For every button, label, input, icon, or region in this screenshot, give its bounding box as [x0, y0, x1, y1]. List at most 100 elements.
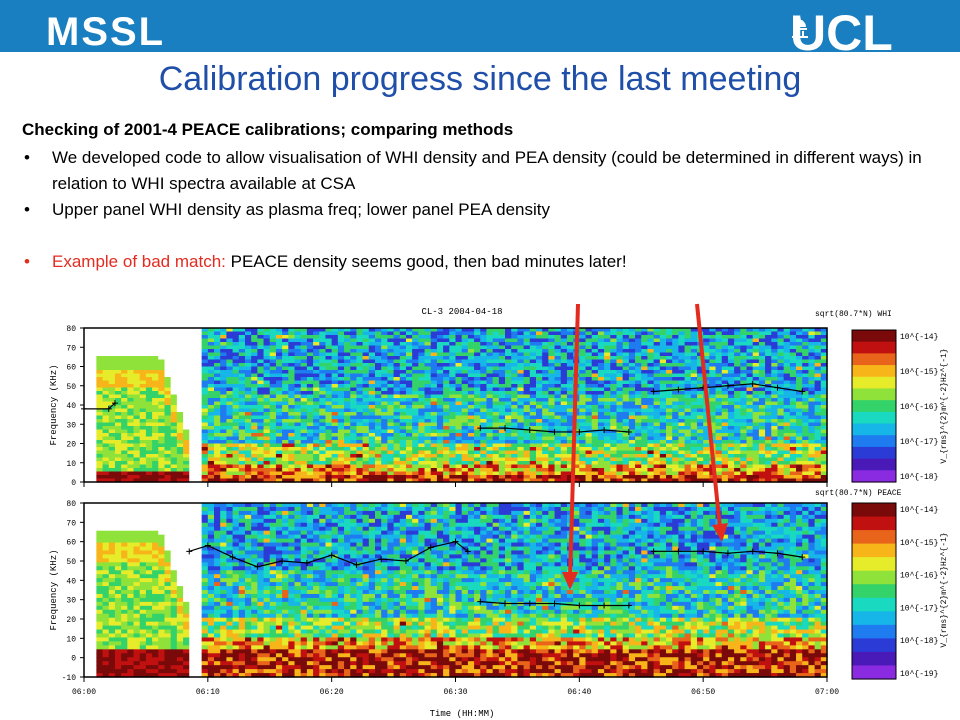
- heatmap-cell: [585, 475, 593, 480]
- heatmap-cell: [492, 328, 500, 333]
- heatmap-cell: [765, 352, 772, 357]
- heatmap-cell: [313, 366, 320, 371]
- heatmap-cell: [139, 478, 147, 483]
- heatmap-cell: [777, 405, 785, 410]
- heatmap-cell: [325, 419, 333, 424]
- heatmap-cell: [238, 345, 246, 350]
- heatmap-cell: [282, 380, 289, 385]
- heatmap-cell: [696, 415, 704, 420]
- heatmap-cell: [622, 464, 630, 469]
- heatmap-cell: [461, 475, 469, 480]
- heatmap-cell: [306, 440, 314, 445]
- heatmap-cell: [765, 464, 772, 469]
- heatmap-cell: [244, 363, 252, 368]
- heatmap-cell: [443, 450, 450, 455]
- heatmap-cell: [436, 377, 444, 382]
- heatmap-cell: [381, 419, 388, 424]
- heatmap-cell: [319, 408, 327, 413]
- heatmap-cell: [523, 471, 531, 476]
- heatmap-cell: [393, 366, 401, 371]
- heatmap-cell: [214, 356, 221, 361]
- heatmap-cell: [498, 443, 506, 448]
- heatmap-cell: [412, 471, 419, 476]
- heatmap-cell: [765, 380, 772, 385]
- heatmap-cell: [709, 415, 717, 420]
- heatmap-cell: [734, 450, 741, 455]
- heatmap-cell: [362, 464, 370, 469]
- heatmap-cell: [362, 380, 370, 385]
- heatmap-cell: [517, 447, 525, 452]
- heatmap-cell: [214, 380, 221, 385]
- heatmap-cell: [523, 468, 531, 473]
- heatmap-cell: [152, 419, 159, 424]
- heatmap-cell: [622, 380, 630, 385]
- heatmap-cell: [405, 443, 413, 448]
- heatmap-cell: [375, 335, 382, 340]
- heatmap-cell: [325, 338, 333, 343]
- heatmap-cell: [257, 440, 265, 445]
- heatmap-cell: [498, 412, 506, 417]
- heatmap-cell: [566, 345, 574, 350]
- heatmap-cell: [108, 443, 116, 448]
- heatmap-cell: [684, 412, 692, 417]
- heatmap-cell: [232, 475, 240, 480]
- heatmap-cell: [783, 394, 791, 399]
- heatmap-cell: [430, 394, 438, 399]
- heatmap-cell: [616, 464, 624, 469]
- heatmap-cell: [604, 447, 611, 452]
- heatmap-cell: [467, 454, 475, 459]
- heatmap-cell: [325, 391, 333, 396]
- heatmap-cell: [573, 468, 580, 473]
- heatmap-cell: [783, 405, 791, 410]
- heatmap-cell: [455, 342, 463, 347]
- heatmap-cell: [777, 475, 785, 480]
- heatmap-cell: [164, 454, 172, 459]
- heatmap-cell: [368, 440, 376, 445]
- heatmap-cell: [226, 359, 234, 364]
- heatmap-cell: [666, 405, 673, 410]
- heatmap-cell: [678, 454, 686, 459]
- heatmap-cell: [170, 454, 178, 459]
- heatmap-cell: [777, 440, 785, 445]
- bullet-highlight: Example of bad match: PEACE density seem…: [22, 249, 932, 275]
- heatmap-cell: [591, 345, 599, 350]
- heatmap-cell: [666, 422, 673, 427]
- heatmap-cell: [616, 401, 624, 406]
- heatmap-cell: [133, 366, 141, 371]
- heatmap-cell: [566, 433, 574, 438]
- heatmap-cell: [430, 328, 438, 333]
- heatmap-cell: [220, 454, 228, 459]
- heatmap-cell: [331, 478, 339, 483]
- heatmap-cell: [647, 450, 655, 455]
- heatmap-cell: [436, 419, 444, 424]
- heatmap-cell: [121, 405, 128, 410]
- heatmap-cell: [424, 475, 432, 480]
- heatmap-cell: [207, 398, 215, 403]
- heatmap-cell: [387, 426, 395, 431]
- heatmap-cell: [356, 478, 364, 483]
- heatmap-cell: [579, 342, 587, 347]
- heatmap-cell: [164, 338, 172, 343]
- heatmap-cell: [542, 436, 549, 441]
- heatmap-cell: [337, 328, 345, 333]
- heatmap-cell: [244, 457, 252, 462]
- heatmap-cell: [492, 447, 500, 452]
- heatmap-cell: [641, 464, 649, 469]
- heatmap-cell: [443, 478, 450, 483]
- heatmap-cell: [121, 345, 128, 350]
- heatmap-cell: [597, 384, 605, 389]
- heatmap-cell: [480, 436, 488, 441]
- heatmap-cell: [591, 335, 599, 340]
- heatmap-cell: [244, 345, 252, 350]
- heatmap-cell: [517, 433, 525, 438]
- heatmap-cell: [127, 345, 135, 350]
- heatmap-cell: [214, 454, 221, 459]
- heatmap-cell: [356, 405, 364, 410]
- heatmap-cell: [678, 391, 686, 396]
- heatmap-cell: [542, 380, 549, 385]
- heatmap-cell: [566, 377, 574, 382]
- heatmap-cell: [257, 436, 265, 441]
- heatmap-cell: [443, 359, 450, 364]
- heatmap-cell: [238, 429, 246, 434]
- heatmap-cell: [238, 359, 246, 364]
